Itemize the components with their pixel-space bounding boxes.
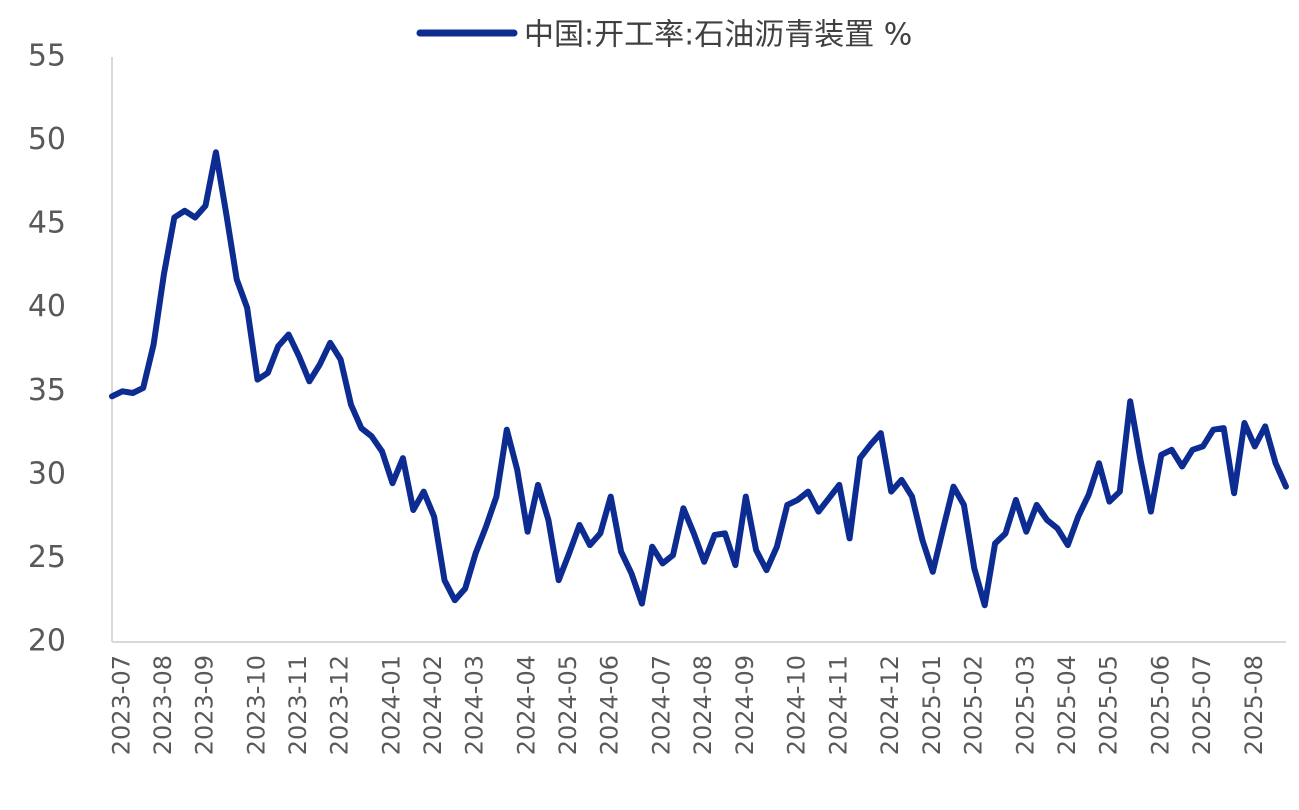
data-line xyxy=(109,149,1289,609)
x-tick-label: 2023-11 xyxy=(284,655,312,755)
y-tick-label: 45 xyxy=(28,206,66,241)
x-tick-label: 2025-08 xyxy=(1240,655,1268,755)
x-tick-label: 2025-01 xyxy=(918,655,946,755)
y-tick-label: 35 xyxy=(28,373,66,408)
x-tick-label: 2023-09 xyxy=(191,655,219,755)
x-tick-label: 2024-02 xyxy=(419,655,447,755)
x-tick-label: 2023-08 xyxy=(149,655,177,755)
x-tick-label: 2024-01 xyxy=(378,655,406,755)
x-tick-label: 2024-03 xyxy=(461,655,489,755)
x-tick-label: 2023-10 xyxy=(242,655,270,755)
y-tick-label: 20 xyxy=(28,624,66,659)
x-tick-label: 2024-04 xyxy=(513,655,541,755)
x-tick-label: 2025-06 xyxy=(1146,655,1174,755)
x-tick-label: 2025-03 xyxy=(1011,655,1039,755)
x-tick-label: 2025-05 xyxy=(1094,655,1122,755)
x-tick-label: 2024-09 xyxy=(731,655,759,755)
x-tick-label: 2024-11 xyxy=(824,655,852,755)
y-tick-label: 40 xyxy=(28,289,66,324)
x-tick-label: 2024-10 xyxy=(783,655,811,755)
y-tick-label: 30 xyxy=(28,456,66,491)
y-tick-label: 25 xyxy=(28,540,66,575)
x-tick-label: 2025-07 xyxy=(1188,655,1216,755)
x-tick-label: 2024-08 xyxy=(689,655,717,755)
x-tick-label: 2023-12 xyxy=(326,655,354,755)
y-tick-label: 50 xyxy=(28,122,66,157)
x-tick-label: 2024-07 xyxy=(648,655,676,755)
x-tick-label: 2025-04 xyxy=(1053,655,1081,755)
legend-label: 中国:开工率:石油沥青装置 % xyxy=(524,18,912,53)
x-tick-label: 2024-06 xyxy=(596,655,624,755)
y-tick-label: 55 xyxy=(28,39,66,74)
x-tick-label: 2023-07 xyxy=(107,655,135,755)
x-tick-label: 2024-05 xyxy=(554,655,582,755)
x-tick-label: 2025-02 xyxy=(959,655,987,755)
x-tick-label: 2024-12 xyxy=(876,655,904,755)
